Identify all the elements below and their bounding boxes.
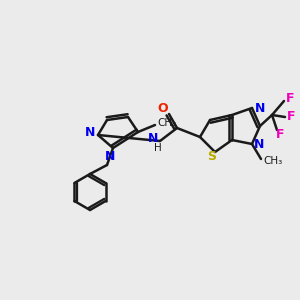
Text: O: O <box>158 103 168 116</box>
Text: H: H <box>154 143 162 153</box>
Text: CH₃: CH₃ <box>158 118 177 128</box>
Text: N: N <box>254 139 264 152</box>
Text: F: F <box>287 110 295 124</box>
Text: N: N <box>255 101 265 115</box>
Text: F: F <box>276 128 284 140</box>
Text: CH₃: CH₃ <box>263 156 283 166</box>
Text: S: S <box>208 151 217 164</box>
Text: N: N <box>105 149 115 163</box>
Text: F: F <box>286 92 294 106</box>
Text: N: N <box>148 133 158 146</box>
Text: N: N <box>85 127 95 140</box>
